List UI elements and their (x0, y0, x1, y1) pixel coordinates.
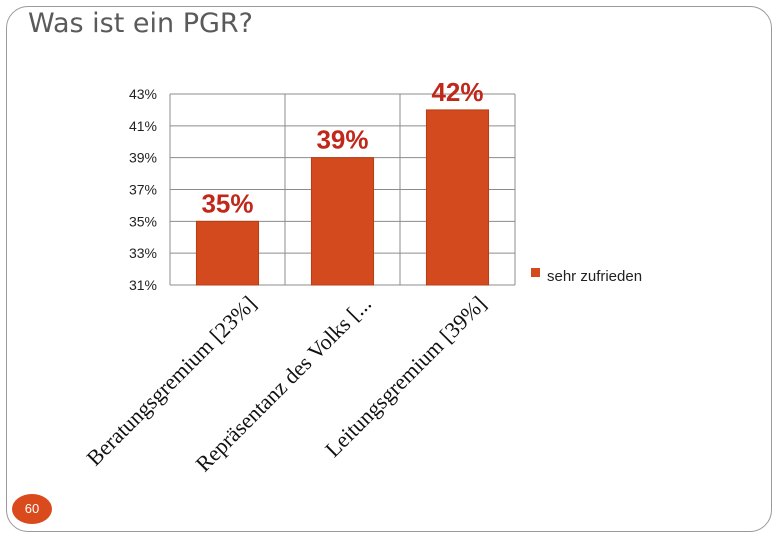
y-axis-ticks: 31% 33% 35% 37% 39% 41% 43% (129, 86, 157, 293)
data-labels: 35% 39% 42% (201, 77, 483, 218)
bar-3 (425, 109, 490, 286)
page-number: 60 (24, 501, 40, 516)
page-number-badge: 60 (12, 494, 52, 524)
legend-swatch (531, 268, 540, 277)
x-axis-categories: Beratungsgremium [23%]Repräsentanz des V… (81, 291, 491, 477)
bar-2 (310, 157, 375, 286)
legend-label: sehr zufrieden (547, 268, 642, 285)
data-label-1: 35% (201, 188, 253, 218)
y-tick-label: 35% (129, 213, 157, 229)
bar-1 (195, 220, 260, 286)
y-tick-label: 31% (129, 277, 157, 293)
slide-title: Was ist ein PGR? (28, 8, 254, 39)
slide-frame (6, 6, 772, 532)
y-tick-label: 41% (129, 118, 157, 134)
y-tick-label: 37% (129, 182, 157, 198)
legend: sehr zufrieden (531, 268, 642, 285)
y-tick-label: 39% (129, 150, 157, 166)
data-label-3: 42% (431, 77, 483, 107)
data-label-2: 39% (316, 125, 368, 155)
y-tick-label: 33% (129, 245, 157, 261)
bars (195, 109, 490, 286)
y-tick-label: 43% (129, 86, 157, 102)
